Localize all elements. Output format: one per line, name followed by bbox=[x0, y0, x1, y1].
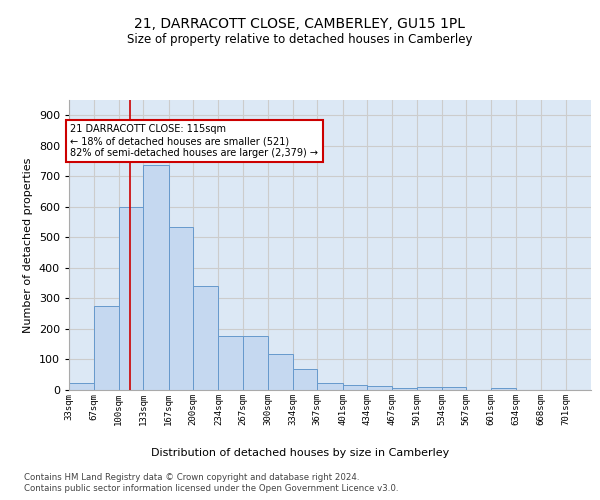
Bar bbox=[293, 369, 317, 390]
Text: 21, DARRACOTT CLOSE, CAMBERLEY, GU15 1PL: 21, DARRACOTT CLOSE, CAMBERLEY, GU15 1PL bbox=[134, 18, 466, 32]
Bar bbox=[69, 384, 94, 390]
Bar bbox=[417, 387, 442, 390]
Text: Contains public sector information licensed under the Open Government Licence v3: Contains public sector information licen… bbox=[24, 484, 398, 493]
Bar bbox=[218, 336, 243, 390]
Y-axis label: Number of detached properties: Number of detached properties bbox=[23, 158, 33, 332]
Bar bbox=[343, 386, 367, 390]
Bar bbox=[243, 336, 268, 390]
Bar bbox=[94, 306, 119, 390]
Text: Size of property relative to detached houses in Camberley: Size of property relative to detached ho… bbox=[127, 32, 473, 46]
Bar bbox=[317, 384, 343, 390]
Bar bbox=[491, 388, 516, 390]
Bar bbox=[367, 386, 392, 390]
Bar bbox=[119, 208, 143, 390]
Text: Contains HM Land Registry data © Crown copyright and database right 2024.: Contains HM Land Registry data © Crown c… bbox=[24, 472, 359, 482]
Bar bbox=[442, 387, 466, 390]
Bar bbox=[392, 388, 417, 390]
Bar bbox=[169, 226, 193, 390]
Bar bbox=[193, 286, 218, 390]
Bar bbox=[268, 354, 293, 390]
Text: Distribution of detached houses by size in Camberley: Distribution of detached houses by size … bbox=[151, 448, 449, 458]
Text: 21 DARRACOTT CLOSE: 115sqm
← 18% of detached houses are smaller (521)
82% of sem: 21 DARRACOTT CLOSE: 115sqm ← 18% of deta… bbox=[70, 124, 319, 158]
Bar bbox=[143, 164, 169, 390]
